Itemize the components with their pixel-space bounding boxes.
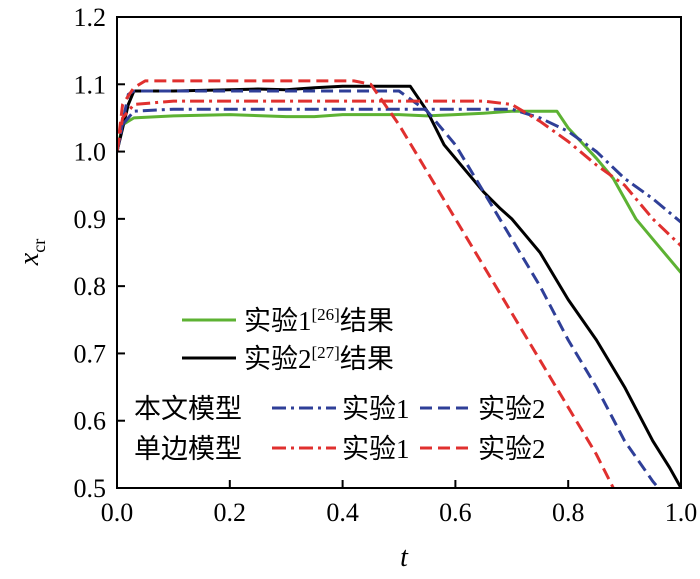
legend-single-exp2: 实验2 — [478, 434, 546, 464]
series-line-exp1 — [117, 109, 681, 274]
legend-group-single-model: 单边模型 — [134, 434, 242, 464]
legend-exp2-label: 实验2 — [244, 344, 312, 374]
series-line-this_exp2 — [117, 89, 660, 488]
x-tick-label: 0.2 — [214, 498, 247, 527]
legend-exp1-suffix: 结果 — [340, 306, 394, 336]
series-line-exp2 — [117, 84, 681, 488]
x-tick-label: 0.8 — [552, 498, 585, 527]
y-tick-label: 0.5 — [74, 474, 107, 503]
legend-exp2-suffix: 结果 — [340, 344, 394, 374]
legend-exp2-ref: [27] — [312, 343, 340, 362]
series-line-this_exp1 — [117, 107, 681, 224]
x-tick-label: 0.0 — [101, 498, 134, 527]
legend-entry-exp2: 实验2[27]结果 — [244, 343, 394, 374]
x-tick-label: 1.0 — [665, 498, 698, 527]
legend-entry-exp1: 实验1[26]结果 — [244, 305, 394, 336]
series-line-single_exp1 — [117, 99, 681, 247]
legend-this-exp2: 实验2 — [478, 394, 546, 424]
y-tick-label: 0.7 — [74, 339, 107, 368]
y-tick-label: 1.2 — [74, 3, 107, 32]
y-tick-label: 1.0 — [74, 138, 107, 167]
y-tick-label: 0.6 — [74, 407, 107, 436]
y-tick-label: 0.8 — [74, 272, 107, 301]
y-axis-title: xcr — [14, 239, 49, 266]
legend-exp1-ref: [26] — [312, 305, 340, 324]
x-axis-title: t — [400, 542, 409, 573]
x-tick-label: 0.4 — [326, 498, 359, 527]
series-line-single_exp2 — [117, 79, 615, 488]
x-tick-label: 0.6 — [439, 498, 472, 527]
ticks-layer: 0.0 0.2 0.4 0.6 0.8 1.0 0.5 0.6 0.7 0.8 0.9 1.0 1.1 1… — [74, 3, 698, 527]
legend-single-exp1: 实验1 — [342, 434, 410, 464]
legend: 实验1[26]结果 实验2[27]结果 本文模型 实验1 实验2 单边模型 实验… — [134, 305, 546, 464]
svg-text:xcr: xcr — [14, 239, 49, 266]
legend-this-exp1: 实验1 — [342, 394, 410, 424]
y-tick-label: 0.9 — [74, 205, 107, 234]
plot-frame — [116, 16, 682, 489]
legend-exp1-label: 实验1 — [244, 306, 312, 336]
series-layer — [117, 79, 681, 488]
legend-group-this-model: 本文模型 — [134, 394, 242, 424]
y-tick-label: 1.1 — [74, 70, 107, 99]
y-axis-title-main: x — [14, 252, 45, 266]
y-axis-title-sub: cr — [29, 239, 49, 253]
